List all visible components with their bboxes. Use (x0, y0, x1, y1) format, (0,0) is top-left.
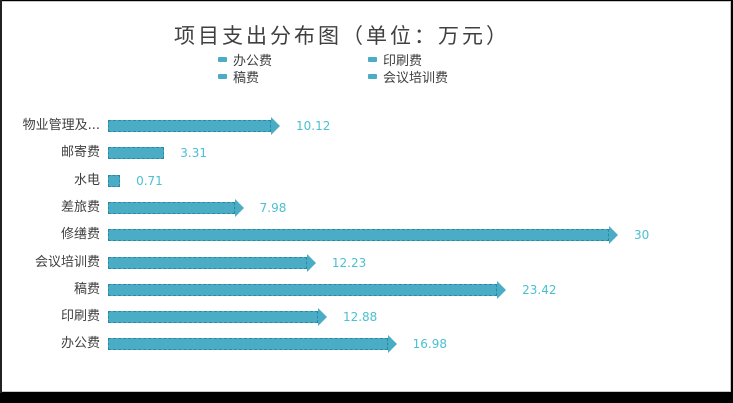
arrow-head-icon (497, 280, 507, 299)
value-label: 3.31 (180, 146, 207, 161)
bar (108, 201, 235, 214)
bar (108, 338, 388, 351)
category-label: 会议培训费 (34, 254, 100, 270)
bar (108, 120, 272, 132)
category-label: 稿费 (73, 281, 100, 297)
legend-item: 会议培训费 (368, 67, 448, 86)
arrow-head-icon (271, 117, 281, 135)
bar-row: 办公费 16.98 (2, 335, 733, 354)
arrow-head-icon (609, 226, 618, 245)
legend-swatch-icon (368, 74, 377, 79)
bar (108, 229, 609, 242)
category-label: 差旅费 (60, 199, 100, 215)
bar-row: 水电 0.71 (2, 172, 733, 190)
bar-row: 物业管理及... 10.12 (2, 117, 733, 135)
arrow-head-icon (317, 308, 327, 327)
bar (108, 283, 498, 296)
bar-row: 差旅费 7.98 (2, 198, 733, 217)
value-label: 23.42 (522, 282, 557, 297)
value-label: 7.98 (259, 200, 287, 215)
chart-legend: 办公费 印刷费 稿费 会议培训费 (218, 50, 518, 86)
chart-title: 项目支出分布图（单位：万元） (174, 24, 510, 48)
value-label: 0.71 (136, 173, 163, 188)
bar-row: 修缮费 30 (2, 226, 733, 245)
arrow-head-icon (306, 253, 316, 272)
legend-swatch-icon (368, 57, 377, 62)
bar (108, 256, 307, 269)
arrow-head-icon (234, 198, 244, 217)
bar (108, 147, 165, 160)
legend-swatch-icon (218, 57, 227, 62)
legend-item: 稿费 (218, 67, 259, 86)
bar (108, 174, 121, 187)
bar-row: 邮寄费 3.31 (2, 144, 733, 162)
left-border (0, 0, 2, 393)
legend-item: 印刷费 (368, 50, 422, 69)
category-label: 印刷费 (60, 309, 100, 325)
category-label: 修缮费 (60, 227, 100, 243)
value-label: 12.88 (342, 310, 378, 325)
chart-panel: 项目支出分布图（单位：万元） 办公费 印刷费 稿费 会议培训费 物业管理及...… (1, 1, 731, 392)
value-label: 10.12 (296, 119, 331, 133)
bar-row: 稿费 23.42 (2, 280, 733, 299)
bar (108, 311, 318, 324)
bar-row: 会议培训费 12.23 (2, 253, 733, 272)
category-label: 邮寄费 (60, 145, 100, 161)
value-label: 30 (634, 228, 650, 243)
legend-swatch-icon (218, 74, 227, 79)
bar-row: 印刷费 12.88 (2, 308, 733, 327)
category-label: 物业管理及... (22, 118, 100, 133)
value-label: 16.98 (412, 337, 448, 352)
category-label: 水电 (73, 172, 100, 188)
value-label: 12.23 (331, 255, 367, 270)
arrow-head-icon (387, 335, 397, 354)
legend-item: 办公费 (218, 50, 272, 69)
category-label: 办公费 (60, 336, 100, 352)
